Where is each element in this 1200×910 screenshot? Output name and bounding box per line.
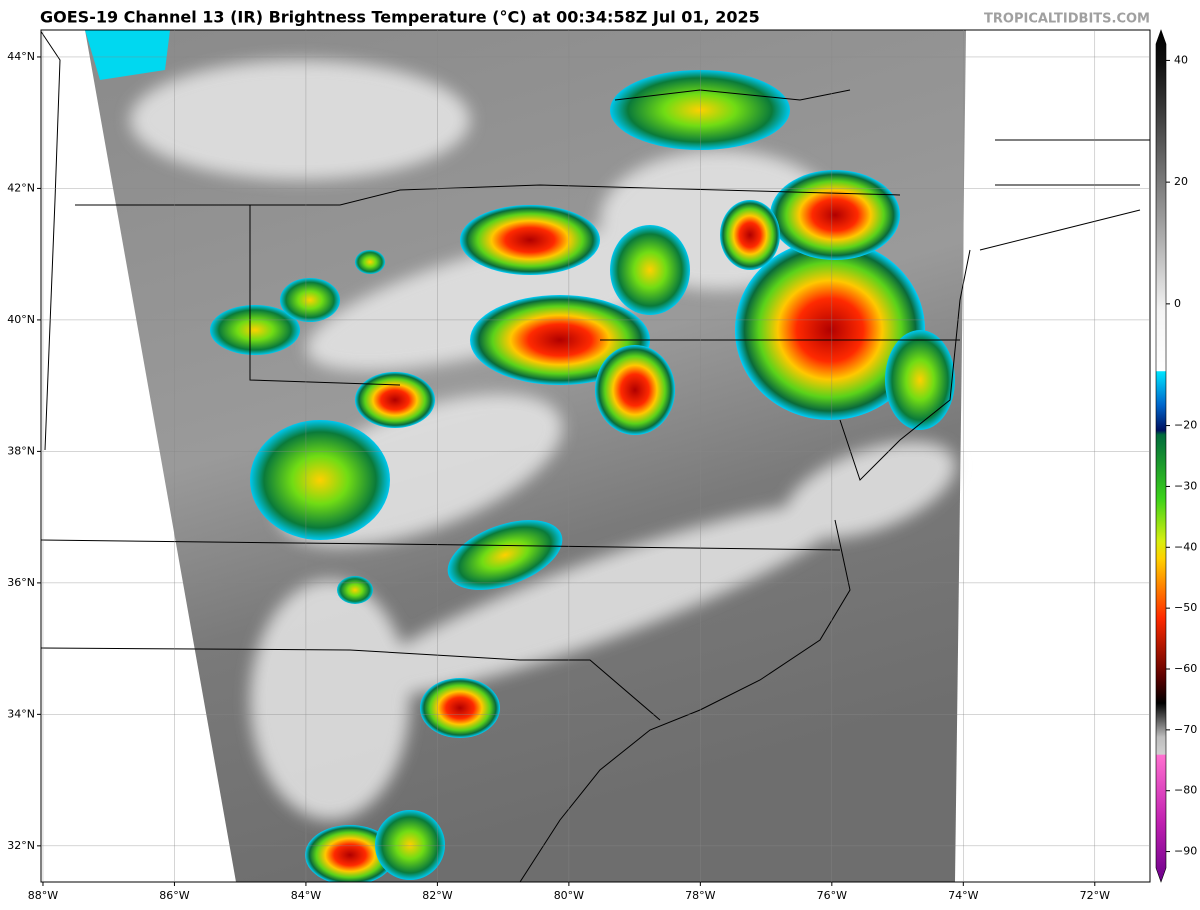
colorbar-tick-label: −40 [1174,540,1197,553]
colorbar-tick-label: −30 [1174,479,1197,492]
colorbar-tick-label: −70 [1174,723,1197,736]
y-tick-label: 42°N [7,181,35,194]
colorbar-tick-label: −80 [1174,784,1197,797]
x-tick-label: 88°W [28,889,58,902]
x-tick-label: 74°W [948,889,978,902]
x-tick-label: 86°W [159,889,189,902]
y-tick-label: 40°N [7,313,35,326]
credit: TROPICALTIDBITS.COM [984,12,1150,27]
y-tick-label: 38°N [7,444,35,457]
y-tick-label: 32°N [7,839,35,852]
colorbar-tick-label: −20 [1174,419,1197,432]
x-tick-label: 72°W [1080,889,1110,902]
x-tick-label: 76°W [817,889,847,902]
plot-frame [40,29,1151,883]
x-tick-label: 80°W [554,889,584,902]
colorbar-tick-label: −50 [1174,601,1197,614]
title: GOES-19 Channel 13 (IR) Brightness Tempe… [40,8,760,27]
y-tick-label: 44°N [7,50,35,63]
x-tick-label: 84°W [291,889,321,902]
colorbar [1155,29,1167,883]
y-tick-label: 36°N [7,576,35,589]
colorbar-tick-label: 40 [1174,53,1188,66]
storms [210,70,955,882]
x-tick-label: 78°W [685,889,715,902]
colorbar-tick-label: −90 [1174,845,1197,858]
colorbar-tick-label: −60 [1174,662,1197,675]
y-tick-label: 34°N [7,707,35,720]
imagery [41,30,1150,882]
x-tick-label: 82°W [422,889,452,902]
colorbar-tick-label: 0 [1174,297,1181,310]
colorbar-ramp [1155,29,1167,883]
colorbar-tick-label: 20 [1174,175,1188,188]
